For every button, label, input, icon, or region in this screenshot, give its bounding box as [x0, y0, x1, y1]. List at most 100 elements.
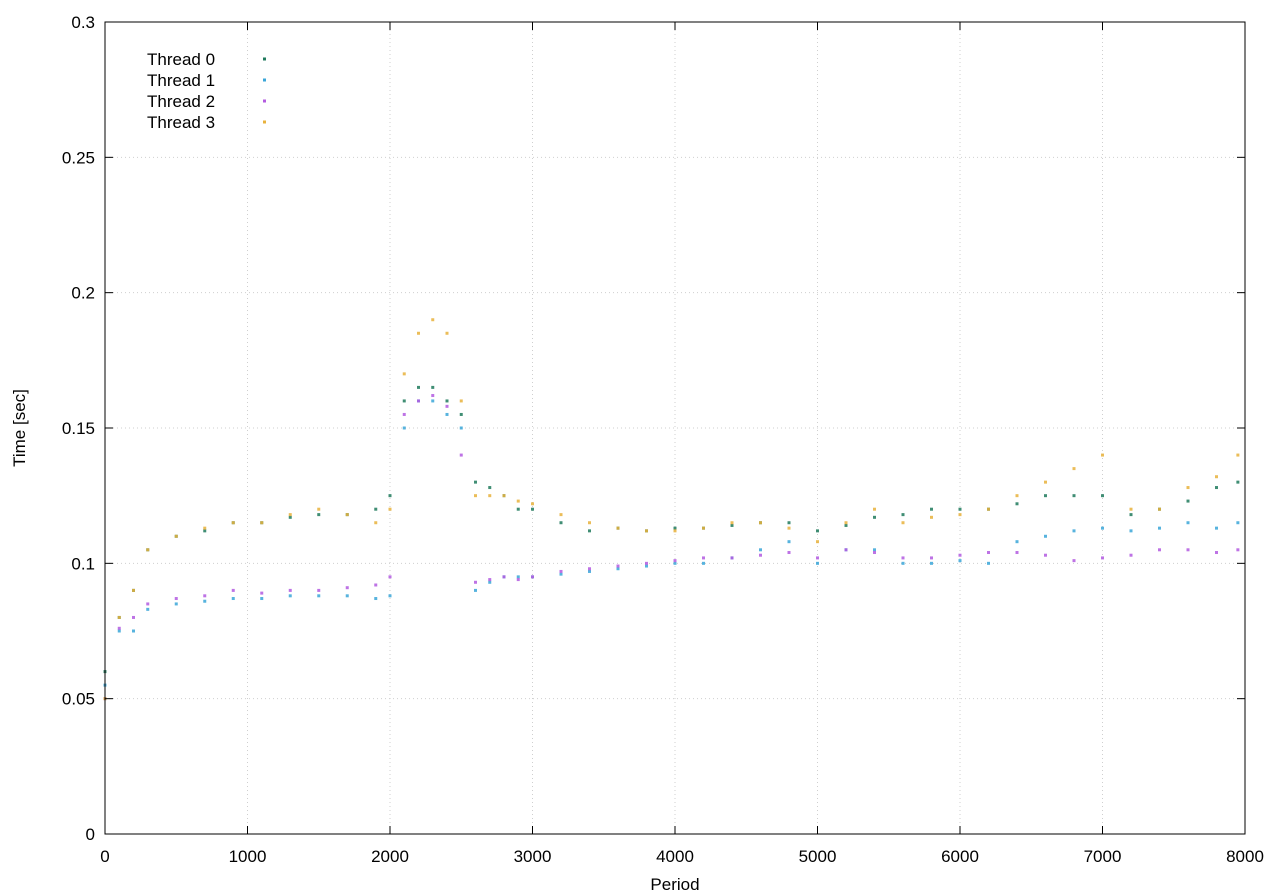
data-point	[645, 561, 648, 565]
data-point	[117, 615, 121, 619]
data-point	[117, 626, 121, 630]
data-point	[317, 588, 321, 592]
data-point	[502, 494, 506, 498]
data-point	[759, 521, 762, 525]
data-point	[417, 385, 420, 389]
data-point	[231, 588, 235, 592]
data-point	[559, 521, 563, 525]
x-axis-tick-labels: 0 1000 2000 3000 4000 5000 6000 7000 8000	[100, 847, 1264, 866]
data-point	[374, 583, 378, 587]
data-point	[345, 594, 349, 598]
legend-label: Thread 3	[147, 113, 215, 132]
data-point	[1072, 559, 1076, 563]
x-tick-label: 8000	[1226, 847, 1264, 866]
x-tick-label: 3000	[514, 847, 552, 866]
data-point	[787, 540, 791, 544]
data-point	[531, 502, 534, 506]
data-point	[317, 513, 321, 517]
y-tick-label: 0.15	[62, 419, 95, 438]
data-point	[459, 426, 463, 430]
series-1	[103, 399, 1240, 687]
data-point	[1101, 526, 1104, 530]
data-point	[844, 523, 848, 527]
data-point	[374, 597, 378, 601]
data-point	[1186, 499, 1190, 503]
data-point	[901, 556, 905, 560]
data-point	[930, 515, 933, 519]
data-point	[388, 594, 392, 598]
legend-marker	[263, 78, 266, 82]
data-point	[930, 556, 933, 560]
data-point	[417, 331, 420, 335]
data-point	[616, 526, 620, 530]
data-point	[616, 567, 620, 571]
data-point	[1129, 507, 1133, 511]
data-point	[787, 551, 791, 555]
data-point	[174, 534, 178, 538]
data-point	[673, 529, 677, 533]
y-tick-label: 0.3	[71, 13, 95, 32]
data-point	[1101, 453, 1104, 457]
data-point	[288, 588, 292, 592]
data-point	[645, 529, 648, 533]
data-point	[816, 556, 819, 560]
data-point	[873, 515, 876, 519]
legend-label: Thread 2	[147, 92, 215, 111]
data-point	[1101, 556, 1104, 560]
data-point	[431, 385, 435, 389]
axis-ticks	[104, 21, 1246, 835]
data-point	[388, 494, 392, 498]
data-point	[317, 507, 321, 511]
data-point	[588, 521, 591, 525]
data-point	[816, 540, 819, 544]
data-point	[1215, 526, 1218, 530]
data-point	[402, 372, 406, 376]
data-point	[844, 548, 848, 552]
x-tick-label: 0	[100, 847, 109, 866]
data-point	[1158, 507, 1161, 511]
x-tick-label: 2000	[371, 847, 409, 866]
data-point	[1236, 521, 1240, 525]
y-axis-tick-labels: 0 0.05 0.1 0.15 0.2 0.25 0.3	[62, 13, 95, 844]
data-point	[702, 561, 705, 565]
data-point	[816, 529, 819, 533]
data-point	[431, 399, 435, 403]
series-3	[103, 318, 1240, 701]
y-tick-label: 0.05	[62, 690, 95, 709]
data-point	[516, 578, 520, 582]
data-point	[1236, 453, 1240, 457]
data-point	[203, 529, 207, 533]
data-point	[317, 594, 321, 598]
data-point	[203, 594, 207, 598]
data-point	[474, 580, 477, 584]
data-point	[588, 567, 591, 571]
data-point	[759, 553, 762, 557]
data-point	[873, 507, 876, 511]
data-point	[203, 599, 207, 603]
data-point	[987, 561, 990, 565]
data-point	[474, 588, 477, 592]
data-point	[488, 580, 492, 584]
data-point	[231, 521, 235, 525]
data-point	[431, 318, 435, 322]
data-point	[1129, 513, 1133, 517]
data-point	[1044, 494, 1047, 498]
data-point	[174, 597, 178, 601]
data-point	[516, 575, 520, 579]
data-point	[873, 551, 876, 555]
data-point	[1215, 475, 1218, 479]
data-point	[559, 569, 563, 573]
data-point	[588, 529, 591, 533]
x-tick-label: 7000	[1084, 847, 1122, 866]
data-point	[1158, 548, 1161, 552]
data-point	[459, 412, 463, 416]
data-point	[417, 399, 420, 403]
data-point	[673, 561, 677, 565]
data-point	[787, 526, 791, 530]
data-point	[1072, 494, 1076, 498]
data-point	[146, 548, 150, 552]
data-point	[516, 507, 520, 511]
legend-marker	[263, 99, 266, 103]
data-point	[459, 399, 463, 403]
